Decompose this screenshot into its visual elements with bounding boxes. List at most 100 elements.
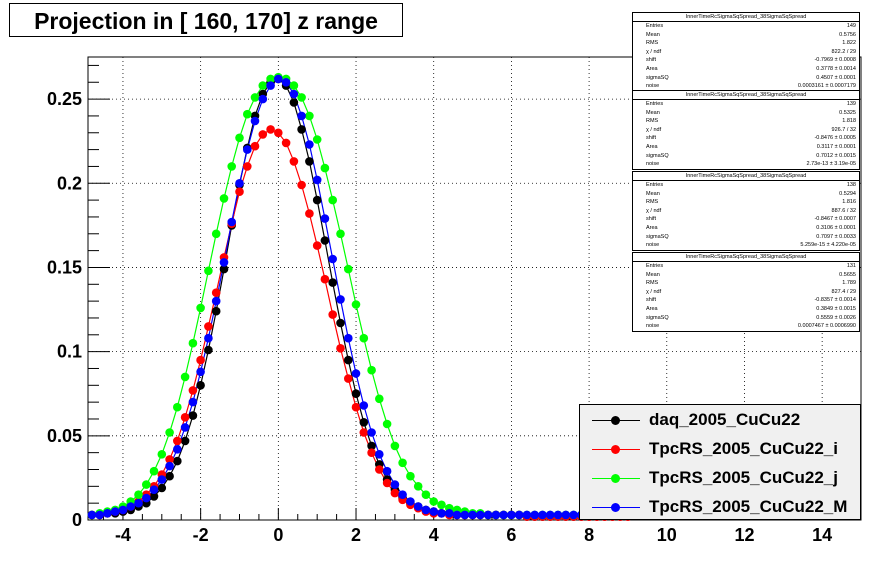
data-point-s1 — [281, 138, 291, 148]
data-point-s3 — [468, 510, 477, 520]
data-point-s3 — [149, 485, 159, 495]
data-point-s3 — [545, 510, 555, 520]
data-point-s2 — [180, 372, 190, 382]
data-point-s3 — [328, 254, 338, 264]
data-point-s0 — [351, 389, 361, 399]
data-point-s2 — [421, 490, 431, 500]
data-point-s1 — [297, 180, 306, 190]
data-point-s2 — [289, 81, 299, 90]
stat-key: Area — [646, 65, 658, 72]
data-point-s2 — [258, 81, 268, 90]
data-point-s2 — [204, 266, 213, 276]
legend-entry: TpcRS_2005_CuCu22_i — [580, 434, 862, 463]
series-line-2 — [91, 76, 628, 516]
data-point-s3 — [103, 509, 112, 518]
y-tick-label: 0.25 — [47, 89, 82, 109]
stat-row: RMS 1.816 — [633, 198, 859, 207]
data-point-s1 — [180, 413, 190, 422]
data-point-s2 — [266, 74, 275, 84]
stat-key: sigmaSQ — [646, 74, 669, 81]
data-point-s3 — [390, 480, 400, 489]
data-point-s1 — [367, 448, 376, 458]
data-point-s3 — [258, 94, 268, 104]
data-point-s0 — [305, 157, 314, 166]
data-point-s3 — [196, 367, 205, 377]
stat-key: Mean — [646, 190, 660, 197]
stat-row: Entries 131 — [633, 262, 859, 271]
stat-key: sigmaSQ — [646, 152, 669, 159]
data-point-s1 — [196, 355, 205, 365]
x-tick-label: 10 — [657, 525, 677, 545]
data-point-s0 — [336, 318, 345, 328]
data-point-s0 — [219, 264, 229, 274]
data-point-s3 — [235, 179, 244, 188]
data-point-s2 — [382, 419, 392, 429]
data-point-s3 — [382, 466, 392, 476]
data-point-s1 — [336, 344, 345, 353]
x-tick-label: 0 — [273, 525, 283, 545]
data-point-s3 — [445, 509, 454, 518]
data-point-s0 — [157, 483, 167, 493]
data-point-s3 — [173, 445, 182, 454]
data-point-s3 — [514, 510, 524, 520]
stat-value: 5.259e-15 ± 4.220e-05 — [800, 242, 856, 249]
data-point-s3 — [429, 507, 439, 516]
data-point-s0 — [188, 411, 198, 420]
legend-entry: TpcRS_2005_CuCu22_M — [580, 492, 862, 521]
data-point-s3 — [165, 461, 174, 471]
stat-row: Area 0.3778 ± 0.0014 — [633, 65, 859, 74]
data-point-s2 — [312, 135, 322, 144]
stat-key: sigmaSQ — [646, 233, 669, 240]
data-point-s2 — [375, 394, 384, 404]
stat-value: 131 — [846, 263, 856, 269]
stat-value: 827.4 / 29 — [831, 288, 856, 295]
data-point-s2 — [297, 93, 306, 102]
data-point-s1 — [390, 488, 400, 498]
y-tick-label: 0.2 — [57, 173, 82, 193]
x-tick-label: 12 — [734, 525, 754, 545]
y-tick-label: 0 — [72, 510, 82, 530]
stat-key: χ / ndf — [646, 207, 662, 214]
data-point-s2 — [149, 466, 159, 476]
data-point-s2 — [188, 338, 198, 348]
chart-title-box: Projection in [ 160, 170] z range — [9, 3, 403, 37]
stat-key: shift — [646, 57, 657, 64]
stat-row: shift -0.8476 ± 0.0005 — [633, 134, 859, 143]
stat-key: Mean — [646, 31, 660, 38]
stat-value: -0.8357 ± 0.0014 — [814, 297, 856, 304]
data-point-s2 — [390, 441, 400, 451]
legend-marker — [611, 445, 620, 454]
legend-marker — [611, 474, 620, 483]
stat-value: 0.7012 ± 0.0015 — [816, 152, 856, 159]
data-point-s2 — [437, 500, 446, 510]
data-point-s3 — [188, 397, 198, 407]
stat-row: shift -0.8467 ± 0.0007 — [633, 215, 859, 224]
stat-value: 1.789 — [842, 280, 856, 287]
data-point-s2 — [413, 482, 423, 491]
x-tick-label: 6 — [506, 525, 516, 545]
data-point-s1 — [375, 465, 384, 474]
stat-row: shift -0.7969 ± 0.0008 — [633, 56, 859, 65]
stat-row: sigmaSQ 0.4507 ± 0.0001 — [633, 74, 859, 83]
data-point-s1 — [211, 288, 221, 298]
stat-value: 822.2 / 29 — [831, 48, 856, 55]
chart-title: Projection in [ 160, 170] z range — [34, 8, 378, 34]
plot-frame — [87, 56, 862, 521]
data-point-s2 — [406, 471, 415, 481]
stat-value: 138 — [846, 182, 856, 188]
data-point-s3 — [289, 89, 299, 99]
data-point-s1 — [305, 209, 314, 218]
stat-key: sigmaSQ — [646, 314, 669, 321]
legend-label: daq_2005_CuCu22 — [649, 410, 801, 429]
stat-row: χ / ndf 926.7 / 32 — [633, 126, 859, 135]
stat-value: 0.0007467 ± 0.0006990 — [797, 323, 856, 330]
data-point-s1 — [243, 162, 252, 171]
stat-key: Entries — [646, 182, 664, 188]
stat-key: noise — [646, 242, 660, 249]
data-point-s3 — [250, 116, 260, 126]
data-point-s1 — [274, 128, 283, 138]
stat-row: Area 0.3117 ± 0.0001 — [633, 143, 859, 152]
data-point-s3 — [460, 510, 470, 520]
data-point-s3 — [452, 510, 462, 520]
data-point-s3 — [359, 401, 369, 410]
